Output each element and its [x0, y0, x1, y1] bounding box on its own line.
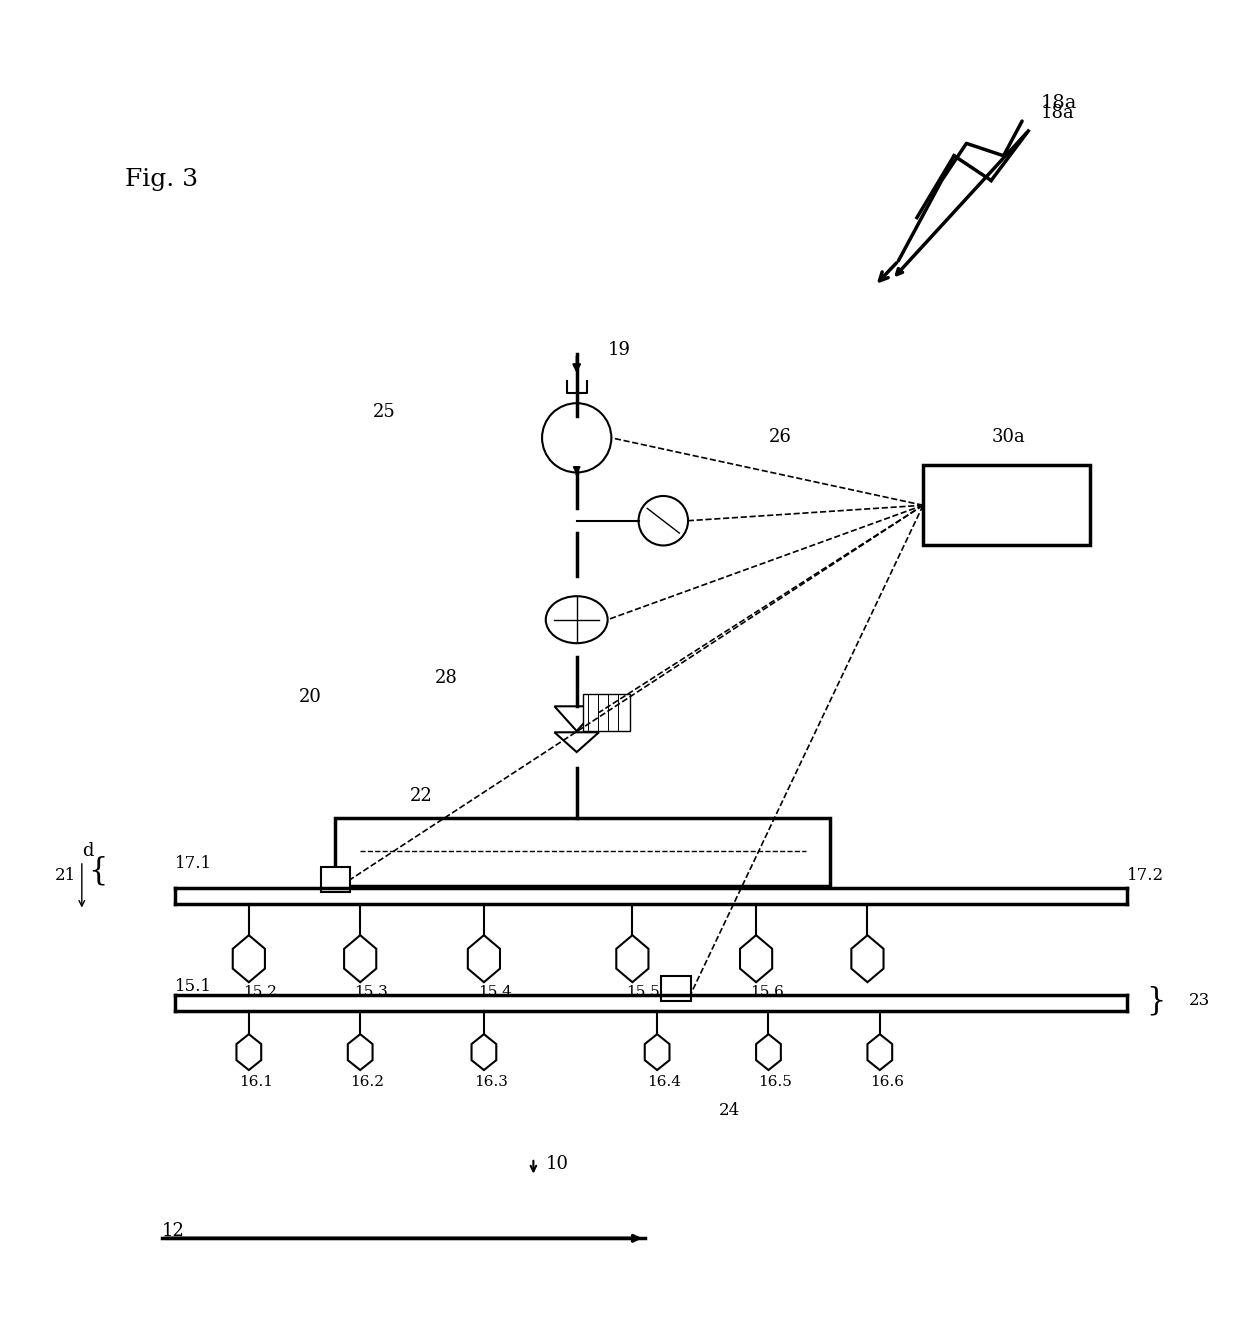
- Polygon shape: [233, 935, 265, 983]
- Text: 17.2: 17.2: [1127, 867, 1164, 884]
- Polygon shape: [616, 935, 649, 983]
- Polygon shape: [740, 935, 773, 983]
- Text: 18a: 18a: [1040, 103, 1074, 122]
- Polygon shape: [237, 1034, 262, 1070]
- Text: 28: 28: [434, 670, 458, 687]
- Ellipse shape: [546, 597, 608, 643]
- Text: 15.4: 15.4: [477, 985, 512, 998]
- Text: 16.4: 16.4: [647, 1075, 681, 1089]
- Polygon shape: [554, 732, 599, 752]
- Text: 22: 22: [409, 786, 433, 805]
- Bar: [321, 867, 350, 892]
- Circle shape: [542, 403, 611, 472]
- Text: {: {: [88, 855, 108, 886]
- Text: }: }: [1146, 985, 1166, 1016]
- Text: 15.2: 15.2: [243, 985, 277, 998]
- Text: 12: 12: [162, 1223, 185, 1240]
- Text: 23: 23: [1189, 992, 1210, 1009]
- Bar: [923, 465, 1090, 545]
- Polygon shape: [554, 707, 599, 731]
- Text: d: d: [82, 842, 93, 861]
- Text: 16.5: 16.5: [759, 1075, 792, 1089]
- Polygon shape: [467, 935, 500, 983]
- Text: 15.5: 15.5: [626, 985, 660, 998]
- Text: 19: 19: [608, 341, 631, 359]
- Text: 10: 10: [546, 1155, 569, 1174]
- Text: 21: 21: [55, 867, 76, 884]
- Bar: [661, 976, 691, 1001]
- Text: 17.1: 17.1: [175, 855, 212, 871]
- Text: 16.2: 16.2: [350, 1075, 384, 1089]
- Text: 26: 26: [769, 428, 791, 446]
- Text: Fig. 3: Fig. 3: [125, 168, 198, 191]
- Text: 15.1: 15.1: [175, 979, 212, 996]
- Polygon shape: [852, 935, 884, 983]
- Bar: [583, 693, 630, 731]
- Polygon shape: [343, 935, 376, 983]
- Text: 15.3: 15.3: [353, 985, 388, 998]
- Circle shape: [639, 496, 688, 545]
- Text: 16.3: 16.3: [474, 1075, 508, 1089]
- Text: 20: 20: [299, 688, 321, 705]
- Text: 30a: 30a: [991, 428, 1025, 446]
- Polygon shape: [868, 1034, 893, 1070]
- Text: 24: 24: [719, 1102, 740, 1119]
- Polygon shape: [347, 1034, 372, 1070]
- Text: 15.6: 15.6: [750, 985, 784, 998]
- Text: 16.6: 16.6: [870, 1075, 904, 1089]
- Text: 16.1: 16.1: [239, 1075, 273, 1089]
- Bar: [336, 818, 831, 886]
- Text: 18a: 18a: [1040, 94, 1078, 111]
- Text: 25: 25: [372, 403, 396, 422]
- Polygon shape: [645, 1034, 670, 1070]
- Polygon shape: [756, 1034, 781, 1070]
- Polygon shape: [471, 1034, 496, 1070]
